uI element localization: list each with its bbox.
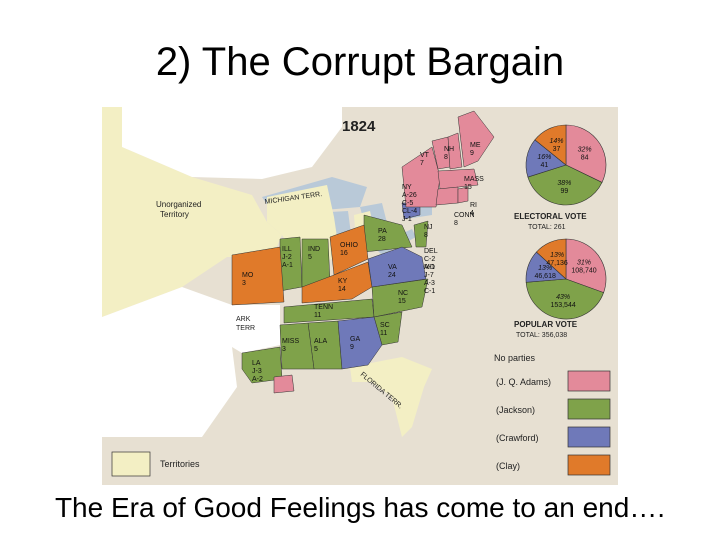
arkansas-territory xyxy=(232,305,280,353)
legend-label-clay: (Clay) xyxy=(496,461,520,471)
map-svg: Unorganized Territory MICHIGAN TERR. ARK… xyxy=(102,107,618,485)
state-label-ky: KY 14 xyxy=(338,278,348,293)
state-maine xyxy=(457,110,495,168)
legend-swatch-adams xyxy=(567,370,611,392)
southwest-area xyxy=(102,287,237,437)
popular-label-crawford: 13% 46,618 xyxy=(534,265,556,280)
popular-vote-total: TOTAL: 356,038 xyxy=(516,332,567,339)
electoral-label-clay: 14% 37 xyxy=(550,138,564,153)
state-mississippi xyxy=(279,322,315,370)
state-connecticut xyxy=(435,186,459,206)
state-label-va: VA 24 xyxy=(388,264,397,279)
state-label-ri: RI 4 xyxy=(470,202,477,217)
popular-slice-jackson xyxy=(525,278,604,320)
legend-swatch-crawford xyxy=(567,426,611,448)
legend-territories-label: Territories xyxy=(160,459,200,469)
popular-slice-clay xyxy=(536,238,567,280)
legend-heading: No parties xyxy=(494,353,536,363)
state-label-ga: GA 9 xyxy=(350,336,360,351)
state-label-md: MD J-7 A-3 C-1 xyxy=(424,264,435,295)
florida-territory xyxy=(350,357,432,437)
state-label-nj: NJ 8 xyxy=(424,224,433,239)
state-label-ny: NY A-26 C-5 CL-4 J-1 xyxy=(402,184,417,223)
state-label-del: DEL C-2 A-1 xyxy=(424,248,438,271)
state-massachusetts xyxy=(437,168,479,190)
state-label-mo: MO 3 xyxy=(242,272,254,287)
popular-vote-title: POPULAR VOTE xyxy=(514,320,578,329)
legend-label-crawford: (Crawford) xyxy=(496,433,539,443)
state-label-la: LA J-3 A-2 xyxy=(252,360,263,383)
state-label-pa: PA 28 xyxy=(378,228,387,243)
electoral-label-jackson: 38% 99 xyxy=(557,180,571,195)
electoral-label-adams: 32% 84 xyxy=(578,146,592,161)
state-label-ala: ALA 5 xyxy=(314,338,328,353)
state-georgia xyxy=(337,316,383,370)
state-label-tenn: TENN 11 xyxy=(314,304,333,319)
legend-label-adams: (J. Q. Adams) xyxy=(496,377,551,387)
slide-title: 2) The Corrupt Bargain xyxy=(155,40,565,84)
state-label-me: ME 9 xyxy=(470,142,481,157)
electoral-slice-clay xyxy=(534,124,567,166)
state-virginia xyxy=(367,246,427,288)
unorganized-territory xyxy=(102,107,282,317)
electoral-vote-title: ELECTORAL VOTE xyxy=(514,212,587,221)
slide-caption: The Era of Good Feelings has come to an … xyxy=(54,492,666,523)
state-new-jersey xyxy=(413,220,429,248)
canada-area xyxy=(122,107,342,179)
legend-swatch-jackson xyxy=(567,398,611,420)
label-unorganized: Unorganized Territory xyxy=(156,200,204,219)
state-label-nc: NC 15 xyxy=(398,290,408,305)
legend: (J. Q. Adams) (Jackson) (Crawford) (Clay) xyxy=(496,370,611,476)
state-label-ohio: OHIO 16 xyxy=(340,242,358,257)
legend-swatch-clay xyxy=(567,454,611,476)
state-label-mass: MASS 15 xyxy=(464,176,484,191)
state-label-sc: SC 11 xyxy=(380,322,390,337)
election-map-1824: Unorganized Territory MICHIGAN TERR. ARK… xyxy=(102,107,618,485)
state-label-miss: MISS 3 xyxy=(282,338,299,353)
state-louisiana-adams xyxy=(273,374,295,394)
legend-label-jackson: (Jackson) xyxy=(496,405,535,415)
state-label-nh: NH 8 xyxy=(444,146,454,161)
electoral-slice-adams xyxy=(565,124,607,183)
popular-slice-adams xyxy=(565,238,607,294)
legend-territories-swatch xyxy=(111,451,151,477)
state-rhode-island xyxy=(457,186,469,204)
state-label-conn: CONN 8 xyxy=(454,212,475,227)
state-missouri xyxy=(231,246,285,306)
map-year: 1824 xyxy=(342,118,376,135)
electoral-slice-jackson xyxy=(527,164,603,206)
popular-label-clay: 13% 47,136 xyxy=(546,252,568,267)
popular-label-adams: 31% 108,740 xyxy=(571,259,596,274)
state-label-vt: VT 7 xyxy=(420,152,430,167)
label-ark-terr: ARK TERR xyxy=(236,316,255,332)
electoral-label-crawford: 16% 41 xyxy=(537,154,551,169)
popular-label-jackson: 43% 153,544 xyxy=(550,294,575,309)
state-label-ind: IND 5 xyxy=(308,246,320,261)
state-new-hampshire xyxy=(447,132,463,170)
state-louisiana xyxy=(241,346,283,384)
electoral-vote-total: TOTAL: 261 xyxy=(528,224,566,231)
state-label-ill: ILL J-2 A-1 xyxy=(282,246,293,269)
